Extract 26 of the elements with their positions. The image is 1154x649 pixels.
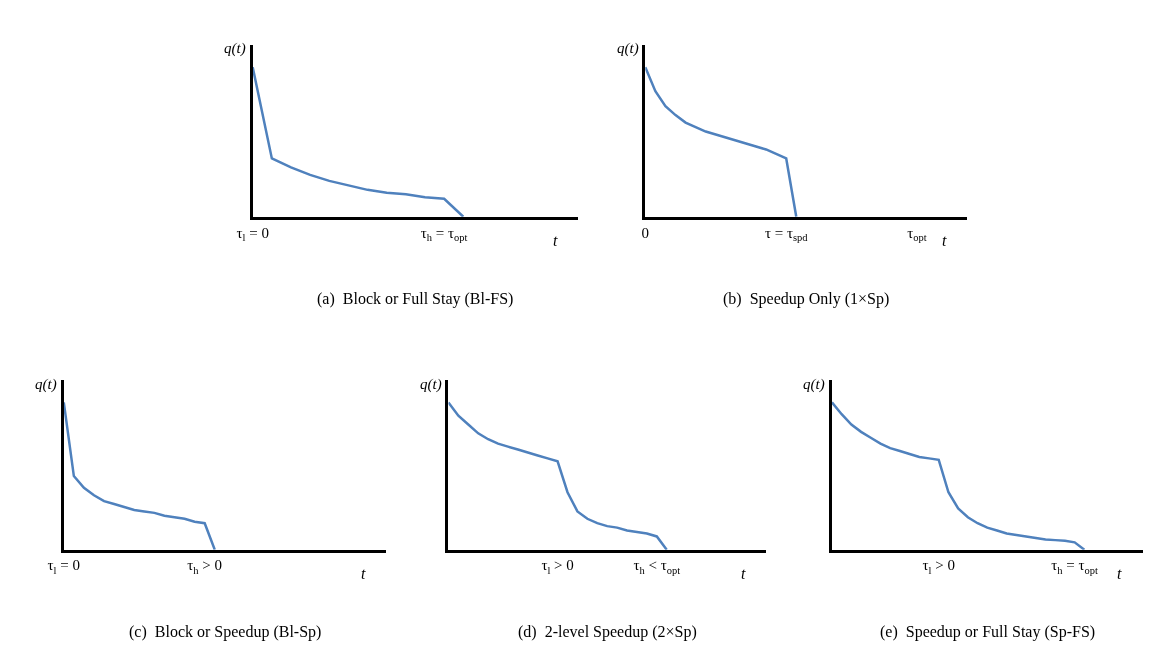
x-axis-title: t [361, 565, 366, 582]
text: (e) Speedup or Full Stay (Sp-FS) [880, 623, 1096, 641]
y-axis-title: q(t) [224, 40, 246, 57]
text: (b) Speedup Only (1×Sp) [723, 290, 890, 308]
x-tick-label: τ = τ$_{spd}$ [764, 224, 809, 243]
x-axis-title: t [1117, 565, 1122, 582]
x-tick-label: τ$_{h}$ < τ$_{opt}$ [633, 557, 681, 576]
x-tick-label: 0 [641, 224, 650, 241]
x-tick-label: τ$_{h}$ > 0 [187, 557, 223, 576]
x-axis-title: t [741, 565, 746, 582]
x-axis-title: t [553, 232, 558, 249]
x-tick-label: τ$_{l}$ = 0 [47, 557, 81, 576]
y-axis-title: q(t) [803, 376, 825, 393]
y-axis-title: q(t) [420, 376, 442, 393]
x-tick-label: τ$_{l}$ > 0 [922, 557, 955, 576]
y-axis-title: q(t) [617, 40, 639, 57]
x-tick-label: τ$_{opt}$ [907, 224, 927, 243]
text: (c) Block or Speedup (Bl-Sp) [129, 623, 322, 641]
x-tick-label: τ$_{h}$ = τ$_{opt}$ [420, 224, 468, 243]
x-tick-label: τ$_{l}$ > 0 [541, 557, 574, 576]
x-axis-title: t [942, 232, 947, 249]
x-tick-label: τ$_{l}$ = 0 [236, 224, 269, 243]
text: (d) 2-level Speedup (2×Sp) [518, 623, 697, 641]
text: (a) Block or Full Stay (Bl-FS) [317, 290, 514, 308]
x-tick-label: τ$_{h}$ = τ$_{opt}$ [1051, 557, 1099, 576]
y-axis-title: q(t) [35, 376, 57, 393]
